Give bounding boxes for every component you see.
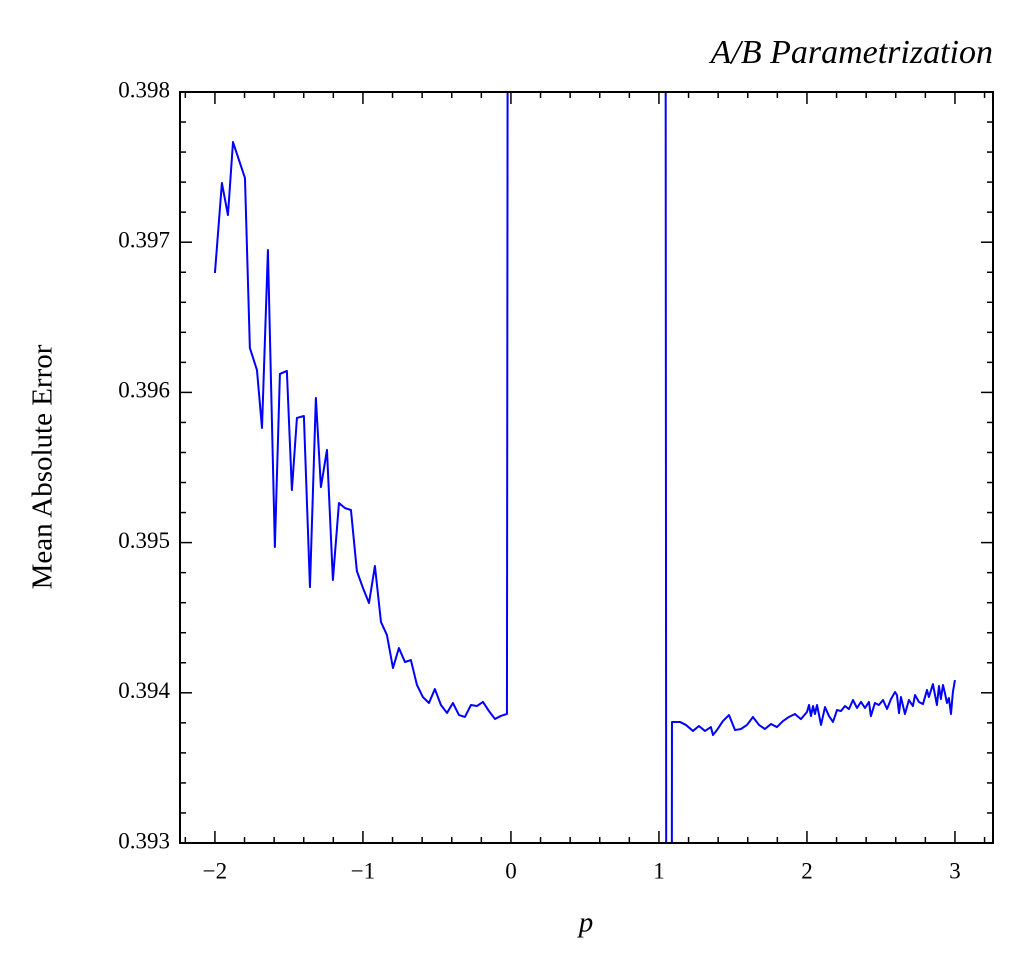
x-tick-label: 1 (653, 858, 665, 883)
x-tick-label: 2 (801, 858, 813, 883)
x-tick-label: −1 (351, 858, 375, 883)
chart-title: A/B Parametrization (709, 34, 993, 71)
y-tick-label: 0.398 (118, 77, 170, 102)
plot-frame (179, 91, 994, 844)
y-tick-label: 0.397 (118, 227, 170, 252)
y-tick-label: 0.395 (118, 528, 170, 553)
x-axis-label: p (577, 907, 594, 939)
x-tick-label: 0 (505, 858, 517, 883)
y-axis-label: Mean Absolute Error (27, 344, 59, 589)
x-tick-label: −2 (203, 858, 227, 883)
x-tick-label: 3 (949, 858, 961, 883)
y-tick-label: 0.393 (118, 828, 170, 853)
data-line (213, 92, 956, 843)
y-tick-label: 0.394 (118, 678, 170, 703)
plot-area (213, 92, 956, 843)
y-tick-label: 0.396 (118, 378, 170, 403)
